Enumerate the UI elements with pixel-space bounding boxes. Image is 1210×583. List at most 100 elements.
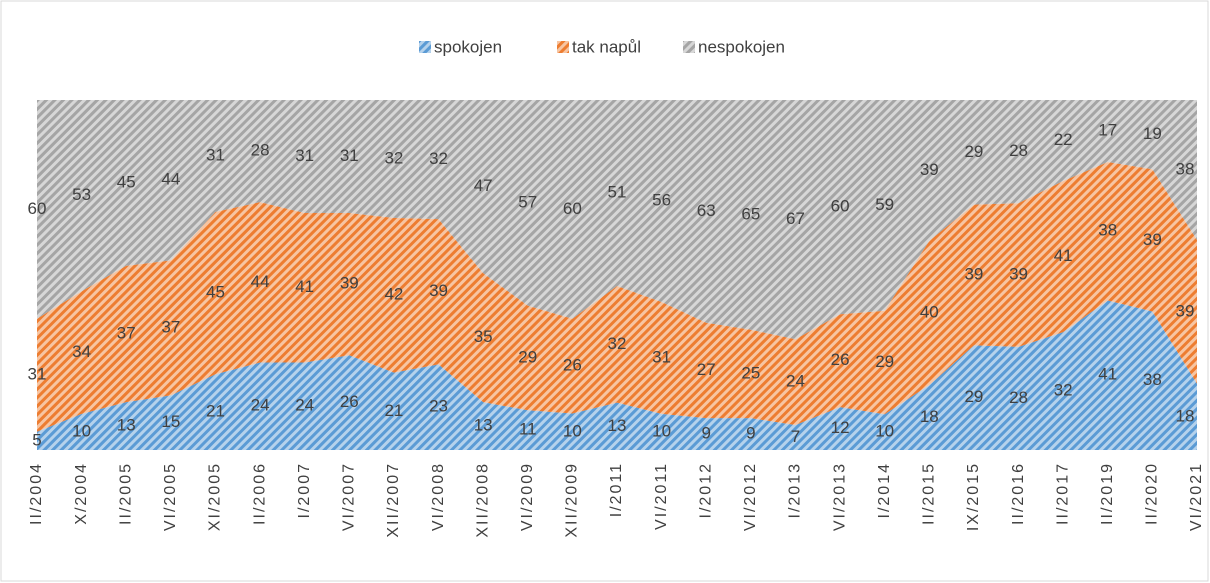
x-tick-label: XI/2005: [207, 462, 224, 531]
legend-label: nespokojen: [698, 37, 785, 56]
data-label: 37: [117, 323, 136, 342]
area: [37, 161, 1197, 432]
data-label: 31: [295, 146, 314, 165]
x-tick-label: I/2007: [296, 462, 313, 518]
x-tick-label: II/2016: [1010, 462, 1027, 525]
data-label: 12: [831, 418, 850, 437]
data-label: 13: [474, 416, 493, 435]
data-label: 21: [384, 401, 403, 420]
x-tick-label: XII/2009: [564, 462, 581, 538]
data-label: 59: [875, 195, 894, 214]
data-label: 53: [72, 185, 91, 204]
legend-label: spokojen: [434, 37, 502, 56]
data-label: 29: [518, 347, 537, 366]
data-label: 26: [340, 392, 359, 411]
data-label: 44: [161, 170, 180, 189]
x-tick-label: II/2015: [921, 462, 938, 525]
data-label: 35: [474, 327, 493, 346]
data-label: 39: [340, 274, 359, 293]
legend-swatch: [557, 41, 569, 53]
data-label: 29: [875, 352, 894, 371]
data-label: 39: [964, 264, 983, 283]
data-label: 15: [161, 412, 180, 431]
x-tick-label: II/2020: [1144, 462, 1161, 525]
data-label: 22: [1054, 130, 1073, 149]
x-tick-label: II/2006: [251, 462, 268, 525]
data-label: 24: [786, 372, 805, 391]
data-label: 45: [117, 172, 136, 191]
data-label: 13: [608, 416, 627, 435]
data-label: 26: [831, 350, 850, 369]
legend-swatch: [419, 41, 431, 53]
data-label: 13: [117, 416, 136, 435]
data-label: 32: [429, 149, 448, 168]
data-label: 19: [1143, 124, 1162, 143]
x-tick-label: II/2004: [28, 462, 45, 525]
data-label: 11: [519, 420, 537, 439]
data-label: 63: [697, 201, 716, 220]
data-label: 27: [697, 360, 716, 379]
data-label: 60: [28, 199, 47, 218]
data-label: 25: [741, 363, 760, 382]
data-label: 23: [429, 397, 448, 416]
data-label: 26: [563, 356, 582, 375]
x-tick-label: I/2013: [787, 462, 804, 518]
data-label: 17: [1098, 120, 1117, 139]
data-label: 32: [1054, 381, 1073, 400]
x-tick-label: VI/2009: [519, 462, 536, 531]
data-label: 38: [1098, 221, 1117, 240]
x-tick-label: IX/2015: [965, 462, 982, 531]
data-label: 39: [1009, 264, 1028, 283]
data-label: 41: [1098, 365, 1117, 384]
data-label: 34: [72, 342, 91, 361]
data-label: 21: [206, 402, 225, 421]
data-label: 65: [741, 204, 760, 223]
x-tick-label: XII/2007: [385, 462, 402, 538]
data-label: 57: [518, 192, 537, 211]
data-label: 5: [32, 430, 41, 449]
data-label: 9: [746, 424, 755, 443]
data-label: 7: [791, 427, 800, 446]
data-label: 24: [251, 396, 270, 415]
x-tick-label: VI/2021: [1188, 462, 1205, 531]
x-tick-label: II/2005: [117, 462, 134, 525]
data-label: 29: [964, 142, 983, 161]
x-tick-label: X/2004: [73, 462, 90, 525]
x-tick-label: VI/2012: [742, 462, 759, 531]
data-label: 31: [652, 347, 671, 366]
data-label: 31: [28, 365, 47, 384]
legend-swatch: [683, 41, 695, 53]
data-label: 38: [1143, 370, 1162, 389]
x-tick-label: I/2011: [608, 462, 625, 517]
x-tick-label: VI/2007: [341, 462, 358, 531]
data-label: 28: [1009, 141, 1028, 160]
area: [37, 300, 1197, 450]
data-label: 32: [608, 334, 627, 353]
data-label: 24: [295, 396, 314, 415]
data-label: 40: [920, 302, 939, 321]
data-label: 10: [652, 421, 671, 440]
data-label: 18: [1176, 406, 1195, 425]
data-label: 10: [72, 421, 91, 440]
data-label: 10: [875, 422, 894, 441]
x-tick-label: VI/2005: [162, 462, 179, 531]
data-label: 32: [384, 148, 403, 167]
data-label: 9: [701, 424, 710, 443]
x-tick-label: II/2017: [1054, 462, 1071, 525]
x-tick-label: VI/2013: [831, 462, 848, 531]
data-label: 47: [474, 176, 493, 195]
data-label: 39: [1176, 301, 1195, 320]
data-label: 41: [1054, 246, 1073, 265]
data-label: 41: [295, 277, 314, 296]
x-tick-label: I/2012: [697, 462, 714, 518]
x-tick-label: I/2014: [876, 462, 893, 518]
data-label: 31: [340, 146, 359, 165]
data-label: 31: [206, 145, 225, 164]
data-label: 45: [206, 283, 225, 302]
data-label: 39: [920, 160, 939, 179]
area: [37, 100, 1197, 340]
x-tick-label: II/2019: [1099, 462, 1116, 525]
data-label: 39: [1143, 230, 1162, 249]
